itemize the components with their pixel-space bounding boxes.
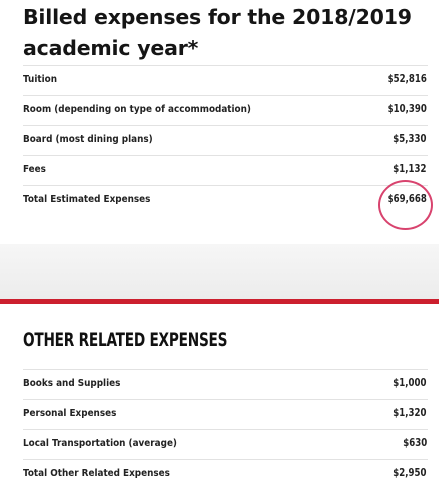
row-label: Total Other Related Expenses [23, 468, 170, 479]
row-amount: $1,132 [393, 163, 427, 175]
row-label: Personal Expenses [23, 408, 117, 419]
row-amount: $1,320 [393, 407, 427, 419]
row-amount: $1,000 [393, 377, 427, 389]
row-amount: $10,390 [387, 103, 427, 115]
other-expenses-title: OTHER RELATED EXPENSES [23, 329, 228, 351]
row-label: Total Estimated Expenses [23, 194, 151, 205]
row-label: Room (depending on type of accommodation… [23, 104, 251, 115]
billed-expenses-table: Tuition $52,816 Room (depending on type … [23, 65, 428, 215]
row-label: Tuition [23, 74, 57, 85]
other-expenses-table: Books and Supplies $1,000 Personal Expen… [23, 369, 428, 489]
table-row: Board (most dining plans) $5,330 [23, 125, 428, 155]
table-row: Fees $1,132 [23, 155, 428, 185]
table-row: Books and Supplies $1,000 [23, 369, 428, 399]
section-separator-band [0, 244, 439, 299]
row-label: Books and Supplies [23, 378, 121, 389]
table-row: Room (depending on type of accommodation… [23, 95, 428, 125]
row-label: Board (most dining plans) [23, 134, 153, 145]
row-amount: $52,816 [387, 73, 427, 85]
total-amount: $2,950 [393, 467, 427, 479]
billed-expenses-card: Billed expenses for the 2018/2019 academ… [0, 0, 439, 244]
row-amount: $630 [403, 437, 427, 449]
table-row: Local Transportation (average) $630 [23, 429, 428, 459]
row-amount: $5,330 [393, 133, 427, 145]
row-label: Local Transportation (average) [23, 438, 177, 449]
red-divider [0, 299, 439, 304]
table-row: Tuition $52,816 [23, 65, 428, 95]
table-row: Personal Expenses $1,320 [23, 399, 428, 429]
table-row-total: Total Other Related Expenses $2,950 [23, 459, 428, 489]
table-row-total: Total Estimated Expenses $69,668 [23, 185, 428, 215]
highlight-circle-annotation [378, 180, 433, 230]
billed-expenses-title: Billed expenses for the 2018/2019 academ… [23, 5, 412, 60]
row-label: Fees [23, 164, 46, 175]
